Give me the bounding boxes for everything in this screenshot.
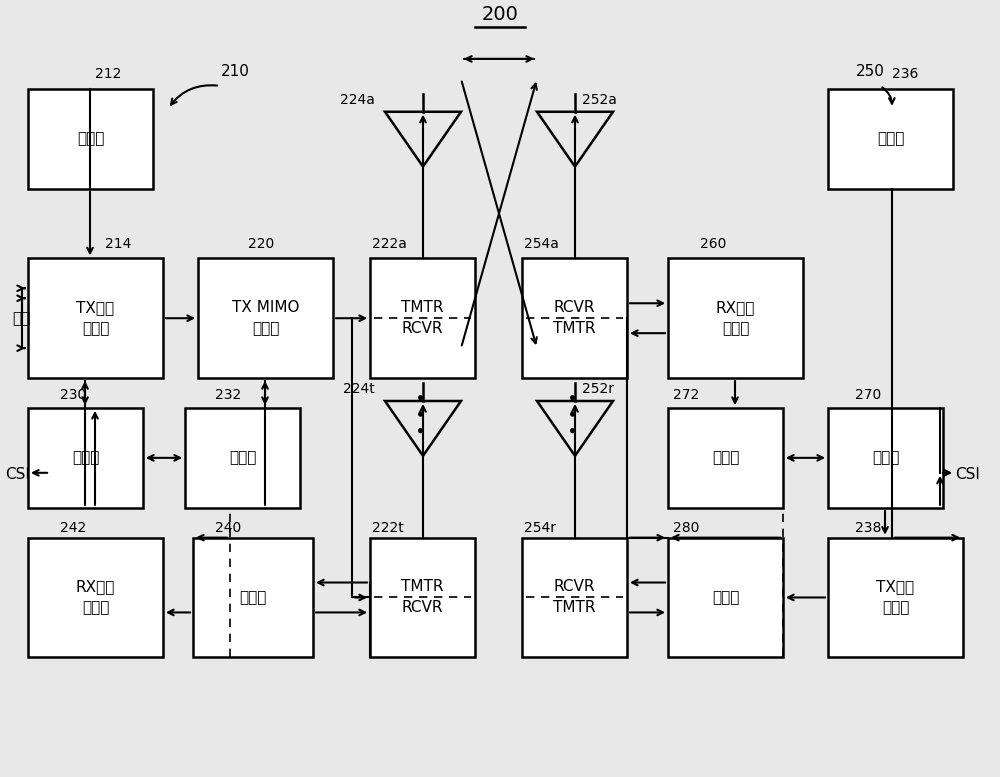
Text: TX数据
处理器: TX数据 处理器	[76, 300, 115, 336]
FancyBboxPatch shape	[193, 538, 313, 657]
Text: CSI: CSI	[955, 467, 980, 483]
Text: 212: 212	[95, 67, 121, 81]
FancyBboxPatch shape	[668, 408, 783, 507]
Text: 232: 232	[215, 388, 241, 402]
Text: 240: 240	[215, 521, 241, 535]
Text: TX MIMO
处理器: TX MIMO 处理器	[232, 300, 299, 336]
Text: 存储器: 存储器	[229, 451, 256, 465]
Text: RX数据
处理器: RX数据 处理器	[716, 300, 755, 336]
FancyBboxPatch shape	[370, 538, 475, 657]
FancyBboxPatch shape	[522, 259, 627, 378]
Text: 存储器: 存储器	[712, 451, 739, 465]
Text: 222a: 222a	[372, 238, 407, 252]
Text: 导频: 导频	[12, 311, 30, 326]
Text: 230: 230	[60, 388, 86, 402]
Text: 250: 250	[856, 64, 884, 78]
FancyBboxPatch shape	[668, 259, 803, 378]
Text: 252a: 252a	[582, 92, 617, 106]
FancyBboxPatch shape	[370, 259, 475, 378]
FancyBboxPatch shape	[198, 259, 333, 378]
Text: 解调器: 解调器	[239, 590, 267, 605]
Text: • • •: • • •	[414, 391, 432, 435]
Text: 272: 272	[673, 388, 699, 402]
FancyBboxPatch shape	[28, 408, 143, 507]
Text: 210: 210	[221, 64, 249, 78]
FancyBboxPatch shape	[185, 408, 300, 507]
Text: RCVR
TMTR: RCVR TMTR	[553, 580, 596, 615]
Text: • • •: • • •	[566, 391, 584, 435]
FancyBboxPatch shape	[828, 89, 953, 189]
Text: TMTR
RCVR: TMTR RCVR	[401, 580, 444, 615]
FancyBboxPatch shape	[522, 538, 627, 657]
FancyBboxPatch shape	[28, 259, 163, 378]
Text: TX数据
处理器: TX数据 处理器	[876, 580, 915, 615]
Text: 220: 220	[248, 238, 274, 252]
Text: 252r: 252r	[582, 382, 614, 396]
Text: 238: 238	[855, 521, 881, 535]
Text: 数据源: 数据源	[877, 131, 904, 146]
FancyBboxPatch shape	[668, 538, 783, 657]
Text: 280: 280	[673, 521, 699, 535]
Text: RX数据
处理器: RX数据 处理器	[76, 580, 115, 615]
Text: RCVR
TMTR: RCVR TMTR	[553, 300, 596, 336]
FancyBboxPatch shape	[828, 538, 963, 657]
Text: 处理器: 处理器	[72, 451, 99, 465]
Text: CSI: CSI	[5, 467, 30, 483]
Text: TMTR
RCVR: TMTR RCVR	[401, 300, 444, 336]
Text: 236: 236	[892, 67, 918, 81]
Text: 调制器: 调制器	[712, 590, 739, 605]
Text: 数据源: 数据源	[77, 131, 104, 146]
FancyBboxPatch shape	[28, 89, 153, 189]
Text: 270: 270	[855, 388, 881, 402]
Text: 处理器: 处理器	[872, 451, 899, 465]
Text: 254r: 254r	[524, 521, 556, 535]
Text: 224a: 224a	[340, 92, 375, 106]
FancyBboxPatch shape	[828, 408, 943, 507]
Text: 214: 214	[105, 238, 131, 252]
Text: 260: 260	[700, 238, 726, 252]
Text: 242: 242	[60, 521, 86, 535]
Text: 254a: 254a	[524, 238, 559, 252]
Text: 222t: 222t	[372, 521, 404, 535]
Text: 200: 200	[482, 5, 518, 24]
Text: 224t: 224t	[343, 382, 375, 396]
FancyBboxPatch shape	[28, 538, 163, 657]
